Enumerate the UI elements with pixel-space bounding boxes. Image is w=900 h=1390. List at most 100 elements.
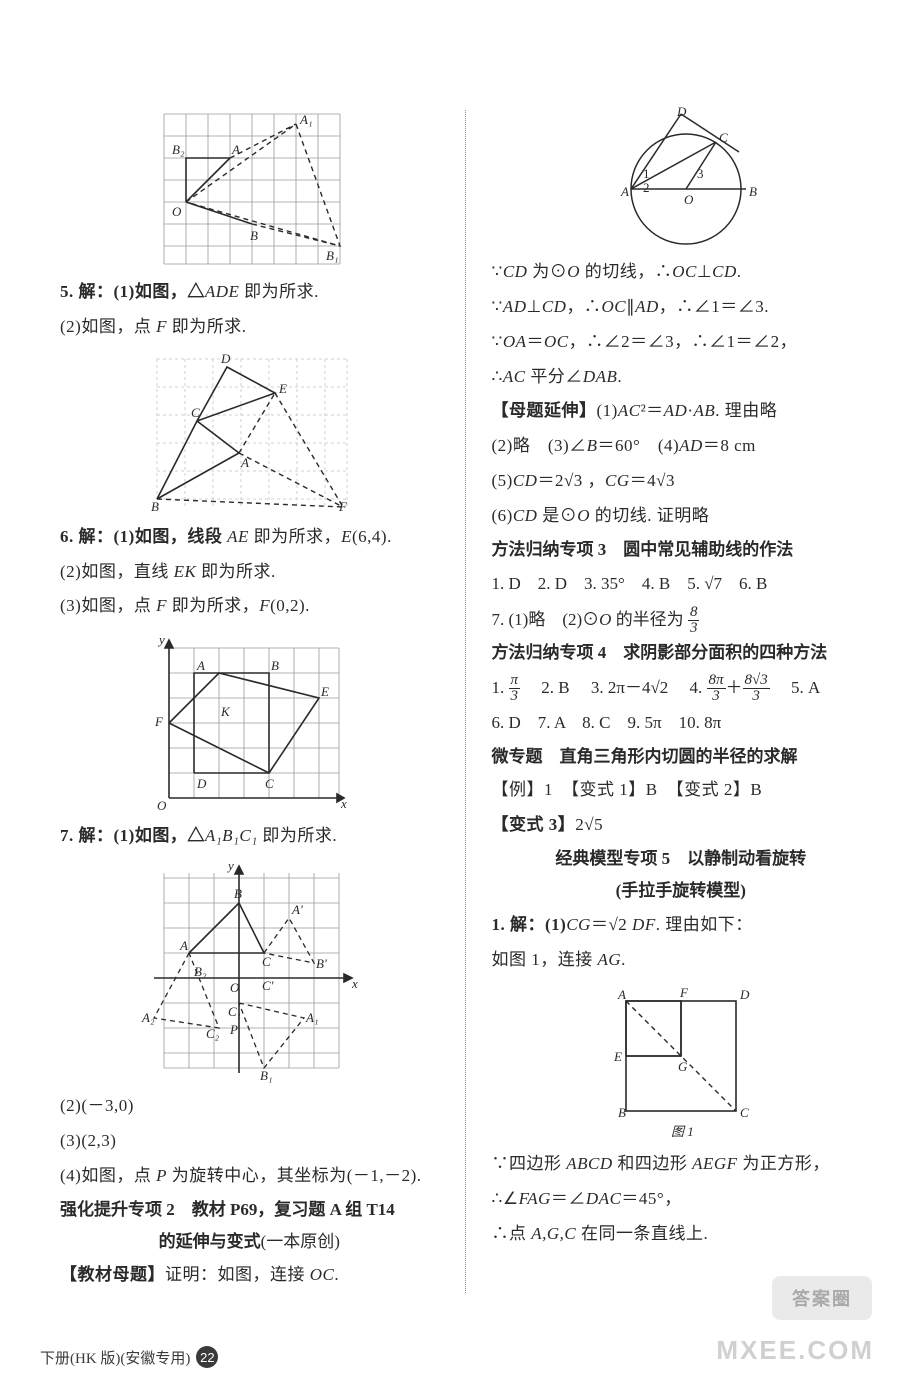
section3-answers-row2: 7. (1)略 (2)⊙O 的半径为 83 [492, 602, 871, 638]
wzt-title: 微专题 直角三角形内切圆的半径的求解 [492, 741, 871, 773]
left-column: O B₂ A A₁ B B₁ 5. 解：(1)如图，△ADE 即为所求. (2)… [60, 100, 439, 1293]
svg-text:x: x [340, 796, 347, 811]
page-footer: 下册(HK 版)(安徽专用) 22 [40, 1346, 218, 1368]
svg-text:C₁: C₁ [228, 1004, 241, 1019]
svg-text:C: C [262, 954, 271, 969]
section4-title: 方法归纳专项 4 求阴影部分面积的四种方法 [492, 637, 871, 669]
svg-text:A₂: A₂ [141, 1010, 155, 1025]
svg-text:3: 3 [697, 166, 704, 181]
svg-text:B₁: B₁ [260, 1068, 272, 1083]
section3-title: 方法归纳专项 3 圆中常见辅助线的作法 [492, 534, 871, 566]
svg-text:B': B' [316, 956, 327, 971]
svg-text:O: O [230, 980, 240, 995]
svg-text:A: A [617, 987, 626, 1002]
figure-grid-1: O B₂ A A₁ B B₁ [154, 104, 344, 269]
svg-text:F: F [679, 985, 689, 1000]
svg-text:B₁: B₁ [326, 248, 338, 263]
q6-1: 6. 解：(1)如图，线段 AE 即为所求，E(6,4). [60, 520, 439, 555]
figure-coord-3: Oxy ABE KF DC [149, 628, 349, 813]
svg-text:A₁: A₁ [299, 112, 312, 127]
section5-title-a: 经典模型专项 5 以静制动看旋转 [492, 843, 871, 875]
svg-text:y: y [157, 632, 165, 647]
svg-text:2: 2 [643, 180, 650, 195]
svg-text:C: C [191, 405, 200, 420]
wzt-bs3: 【变式 3】2√5 [492, 808, 871, 843]
s5-2: 如图 1，连接 AG. [492, 943, 871, 978]
svg-text:A': A' [291, 902, 303, 917]
svg-text:E: E [278, 381, 287, 396]
svg-text:D: D [196, 776, 207, 791]
svg-text:B: B [151, 499, 159, 514]
svg-text:P: P [229, 1022, 238, 1037]
svg-text:C: C [719, 130, 728, 145]
s5-5: ∴点 A,G,C 在同一条直线上. [492, 1217, 871, 1252]
q6-2: (2)如图，直线 EK 即为所求. [60, 555, 439, 590]
s5-3: ∵四边形 ABCD 和四边形 AEGF 为正方形， [492, 1147, 871, 1182]
svg-text:x: x [351, 976, 358, 991]
mtys-1: 【母题延伸】(1)AC²＝AD·AB. 理由略 [492, 394, 871, 429]
svg-text:B: B [618, 1105, 626, 1120]
s5-1: 1. 解：(1)CG＝√2 DF. 理由如下： [492, 908, 871, 943]
q7-4: (4)如图，点 P 为旋转中心，其坐标为(－1,－2). [60, 1159, 439, 1194]
wzt-row: 【例】1 【变式 1】B 【变式 2】B [492, 773, 871, 808]
svg-text:O: O [172, 204, 182, 219]
section4-row2: 6. D 7. A 8. C 9. 5π 10. 8π [492, 705, 871, 741]
svg-text:A: A [620, 184, 629, 199]
mtys-6: (6)CD 是⊙O 的切线. 证明略 [492, 499, 871, 534]
svg-text:A: A [179, 938, 188, 953]
svg-text:O: O [684, 192, 694, 207]
svg-text:F: F [154, 714, 164, 729]
figure-circle: ABO CD 123 [581, 104, 781, 249]
svg-text:D: D [739, 987, 750, 1002]
q5-1: 5. 解：(1)如图，△ADE 即为所求. [60, 275, 439, 310]
svg-text:A₁: A₁ [305, 1010, 318, 1025]
proof-3: ∵OA＝OC，∴∠2＝∠3，∴∠1＝∠2， [492, 325, 871, 360]
section4-row1: 1. π3 2. B 3. 2π－4√2 4. 8π3＋8√33 5. A [492, 670, 871, 706]
section3-answers-row1: 1. D 2. D 3. 35° 4. B 5. √7 6. B [492, 566, 871, 602]
svg-text:F: F [338, 499, 348, 514]
section2-title-b: 的延伸与变式(一本原创) [60, 1226, 439, 1258]
q7-1: 7. 解：(1)如图，△A₁B₁C₁ 即为所求. [60, 819, 439, 854]
figure-grid-2: B C A D E F [147, 349, 352, 514]
watermark-site: MXEE.COM [716, 1335, 874, 1366]
svg-text:图 1: 图 1 [671, 1124, 694, 1139]
svg-text:E: E [613, 1049, 622, 1064]
svg-text:C: C [265, 776, 274, 791]
svg-text:D: D [220, 351, 231, 366]
svg-text:1: 1 [643, 166, 650, 181]
svg-text:B: B [749, 184, 757, 199]
svg-text:A: A [196, 658, 205, 673]
svg-text:O: O [157, 798, 167, 813]
figure-square: A D C B F E G 图 1 [596, 981, 766, 1141]
jc-muti: 【教材母题】证明：如图，连接 OC. [60, 1258, 439, 1293]
page: O B₂ A A₁ B B₁ 5. 解：(1)如图，△ADE 即为所求. (2)… [0, 0, 900, 1333]
svg-text:B: B [234, 886, 242, 901]
proof-1: ∵CD 为⊙O 的切线，∴OC⊥CD. [492, 255, 871, 290]
svg-text:G: G [678, 1059, 688, 1074]
q5-2: (2)如图，点 F 即为所求. [60, 310, 439, 345]
right-column: A B O C D 12 3 ∵CD 为⊙O 的切线，∴OC⊥CD. ∵AD⊥CD，∴O… [492, 100, 871, 1293]
watermark-badge: 答案圈 [772, 1276, 872, 1320]
section5-title-b: (手拉手旋转模型) [492, 875, 871, 907]
svg-text:K: K [220, 704, 231, 719]
svg-text:B₂: B₂ [172, 142, 185, 157]
s5-4: ∴∠FAG＝∠DAC＝45°， [492, 1182, 871, 1217]
mtys-5: (5)CD＝2√3 ，CG＝4√3 [492, 464, 871, 499]
svg-text:B₂: B₂ [194, 964, 207, 979]
svg-text:A: A [231, 142, 240, 157]
svg-text:C₂: C₂ [206, 1026, 220, 1041]
svg-text:B: B [250, 228, 258, 243]
section2-title-a: 强化提升专项 2 教材 P69，复习题 A 组 T14 [60, 1194, 439, 1226]
svg-text:y: y [226, 858, 234, 873]
svg-text:C: C [740, 1105, 749, 1120]
svg-text:B: B [271, 658, 279, 673]
q7-3: (3)(2,3) [60, 1124, 439, 1159]
proof-2: ∵AD⊥CD，∴OC∥AD，∴∠1＝∠3. [492, 290, 871, 325]
page-number-badge: 22 [196, 1346, 218, 1368]
svg-text:C': C' [262, 978, 274, 993]
q7-2: (2)(－3,0) [60, 1089, 439, 1124]
figure-coord-4: Ox y A B C A' B' C' A₂ B₂ C₂ A₁ B₁ C₁ P [134, 858, 364, 1083]
svg-text:A: A [240, 455, 249, 470]
q6-3: (3)如图，点 F 即为所求，F(0,2). [60, 589, 439, 624]
proof-4: ∴AC 平分∠DAB. [492, 360, 871, 395]
